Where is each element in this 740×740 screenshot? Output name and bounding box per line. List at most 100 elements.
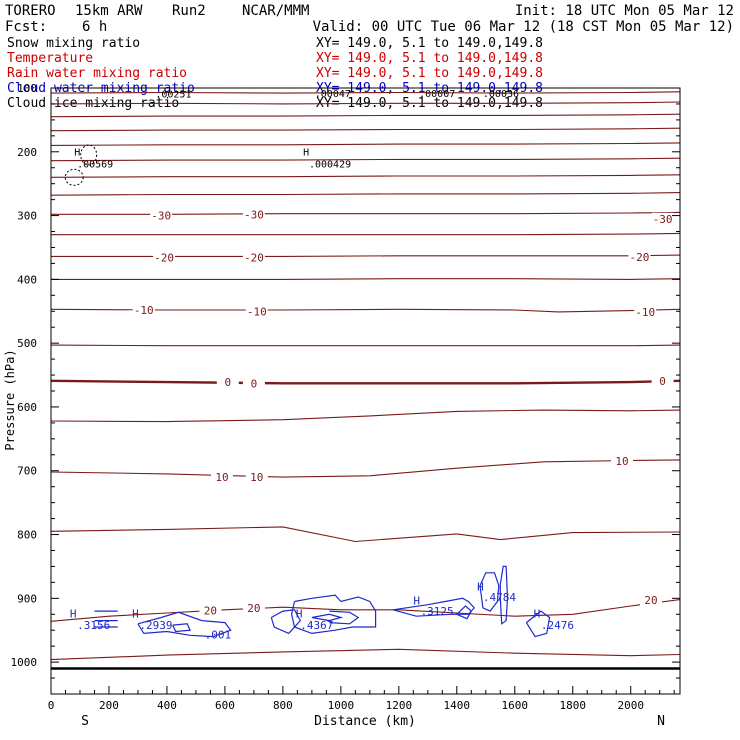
isotherm-line <box>50 174 681 178</box>
isotherm-label: 20 <box>644 594 657 607</box>
plot-frame <box>50 87 681 695</box>
isotherm-label-bg <box>651 212 674 225</box>
y-tick-label: 800 <box>17 529 37 542</box>
x-tick-label: 0 <box>48 699 55 712</box>
isotherm-label-bg <box>132 303 155 316</box>
cloud-water-label: .2476 <box>541 619 574 632</box>
init-label: Init: 18 UTC Mon 05 Mar 12 <box>515 3 734 19</box>
y-tick-label: 100 <box>17 82 37 95</box>
isotherm-line <box>50 599 681 622</box>
x-tick-label: 200 <box>99 699 119 712</box>
isotherm-line <box>50 192 681 196</box>
snow-ice-label: H <box>74 148 80 159</box>
isotherm-line <box>50 459 681 478</box>
y-tick-label: 200 <box>17 146 37 159</box>
legend-entry: Temperature <box>7 51 93 66</box>
isotherm-line <box>50 127 681 132</box>
y-tick-label: 500 <box>17 337 37 350</box>
x-axis-title: Distance (km) <box>314 714 416 729</box>
isotherm-label-bg <box>245 305 268 318</box>
cloud-water-contour <box>499 565 509 625</box>
cloud-water-label: .4784 <box>483 591 516 604</box>
y-tick-label: 600 <box>17 401 37 414</box>
x-tick-label: 1600 <box>502 699 529 712</box>
isotherm-label-bg <box>242 601 265 614</box>
isotherm-label-bg <box>199 604 222 617</box>
isotherm-label-bg <box>634 305 657 318</box>
cloud-water-label: H <box>132 607 139 620</box>
xsection-coords: XY= 149.0, 5.1 to 149.0,149.8 <box>316 66 543 81</box>
isotherm-label-bg <box>153 251 176 264</box>
x-tick-label: 800 <box>273 699 293 712</box>
x-tick-label: 400 <box>157 699 177 712</box>
cloud-water-contour <box>270 609 302 635</box>
isotherm-line <box>50 344 681 347</box>
isotherm-label: -30 <box>151 210 171 223</box>
isotherm-line <box>50 648 681 661</box>
isotherm-line <box>51 278 681 280</box>
isotherm-label-bg <box>150 209 173 222</box>
isotherm-label: -20 <box>154 252 174 265</box>
fcst-label: Fcst: <box>5 19 47 35</box>
x-tick-label: 1000 <box>328 699 355 712</box>
plot-area: -30 -30 -30 -20 -20 -20 -10 -10 -10 0 0 0 10 10 10 20 20… <box>50 89 681 670</box>
legend-entry: Snow mixing ratio <box>7 36 140 51</box>
isotherm-label: 20 <box>247 602 260 615</box>
isotherm-line <box>51 211 681 215</box>
cloud-water-label: .001 <box>205 629 232 642</box>
org-label: NCAR/MMM <box>242 3 309 19</box>
isotherm-label: 20 <box>204 604 217 617</box>
isotherm-label: -30 <box>244 208 264 221</box>
cloud-water-contour <box>392 597 476 617</box>
isotherm-label: 10 <box>615 455 628 468</box>
snow-ice-label: .00047 <box>315 89 351 100</box>
snow-ice-label: H <box>303 148 309 159</box>
snow-ice-label: .00007 <box>419 89 455 100</box>
isotherm-line <box>50 142 681 146</box>
cloud-water-label: .3156 <box>77 619 110 632</box>
valid-label: Valid: 00 UTC Tue 06 Mar 12 (18 CST Mon … <box>313 19 734 35</box>
isotherm-line <box>50 526 681 543</box>
isotherm-line <box>50 308 681 313</box>
isotherm-line <box>50 113 681 118</box>
run-label: Run2 <box>172 3 206 19</box>
snow-ice-label: .00569 <box>77 160 113 171</box>
cloud-water-contour <box>290 594 377 635</box>
isotherm-label: -30 <box>653 213 673 226</box>
snow-ice-label: .00251 <box>155 90 191 101</box>
cloud-water-label: H <box>534 607 541 620</box>
cloud-water-label: .4367 <box>300 619 333 632</box>
isotherm-label: 10 <box>250 471 263 484</box>
x-tick-label: 1200 <box>386 699 413 712</box>
model-label: TORERO <box>5 3 56 19</box>
cloud-water-contour <box>525 610 551 638</box>
cloud-ice-contour <box>80 144 98 166</box>
isotherm-label: 0 <box>225 376 232 389</box>
legend: Snow mixing ratio XY= 149.0, 5.1 to 149.0… <box>7 36 543 111</box>
x-tick-label: 600 <box>215 699 235 712</box>
isotherm-label-bg <box>628 251 651 264</box>
isotherm-label-bg <box>242 377 265 390</box>
isotherm-line <box>51 254 681 257</box>
y-tick-label: 900 <box>17 592 37 605</box>
isotherm-label-bg <box>242 208 265 221</box>
xsection-coords: XY= 149.0, 5.1 to 149.0,149.8 <box>316 51 543 66</box>
north-label: N <box>657 714 665 729</box>
isotherm-label-bg <box>242 251 265 264</box>
snow-ice-label: .00036 <box>483 89 519 100</box>
grid-label: 15km ARW <box>75 3 143 19</box>
isotherm-label-bg <box>216 376 239 389</box>
legend-entry: Rain water mixing ratio <box>7 66 187 81</box>
isotherm-label-bg <box>245 471 268 484</box>
isotherm-label: 0 <box>659 375 666 388</box>
isotherm-line <box>51 232 681 236</box>
x-tick-label: 1400 <box>444 699 471 712</box>
south-label: S <box>81 714 89 729</box>
isotherm-label: -20 <box>629 251 649 264</box>
isotherm-line <box>50 101 681 105</box>
cloud-water-contour <box>311 613 344 622</box>
cloud-water-label: H <box>413 595 420 608</box>
y-tick-label: 1000 <box>11 656 38 669</box>
cloud-ice-contour <box>64 168 84 186</box>
